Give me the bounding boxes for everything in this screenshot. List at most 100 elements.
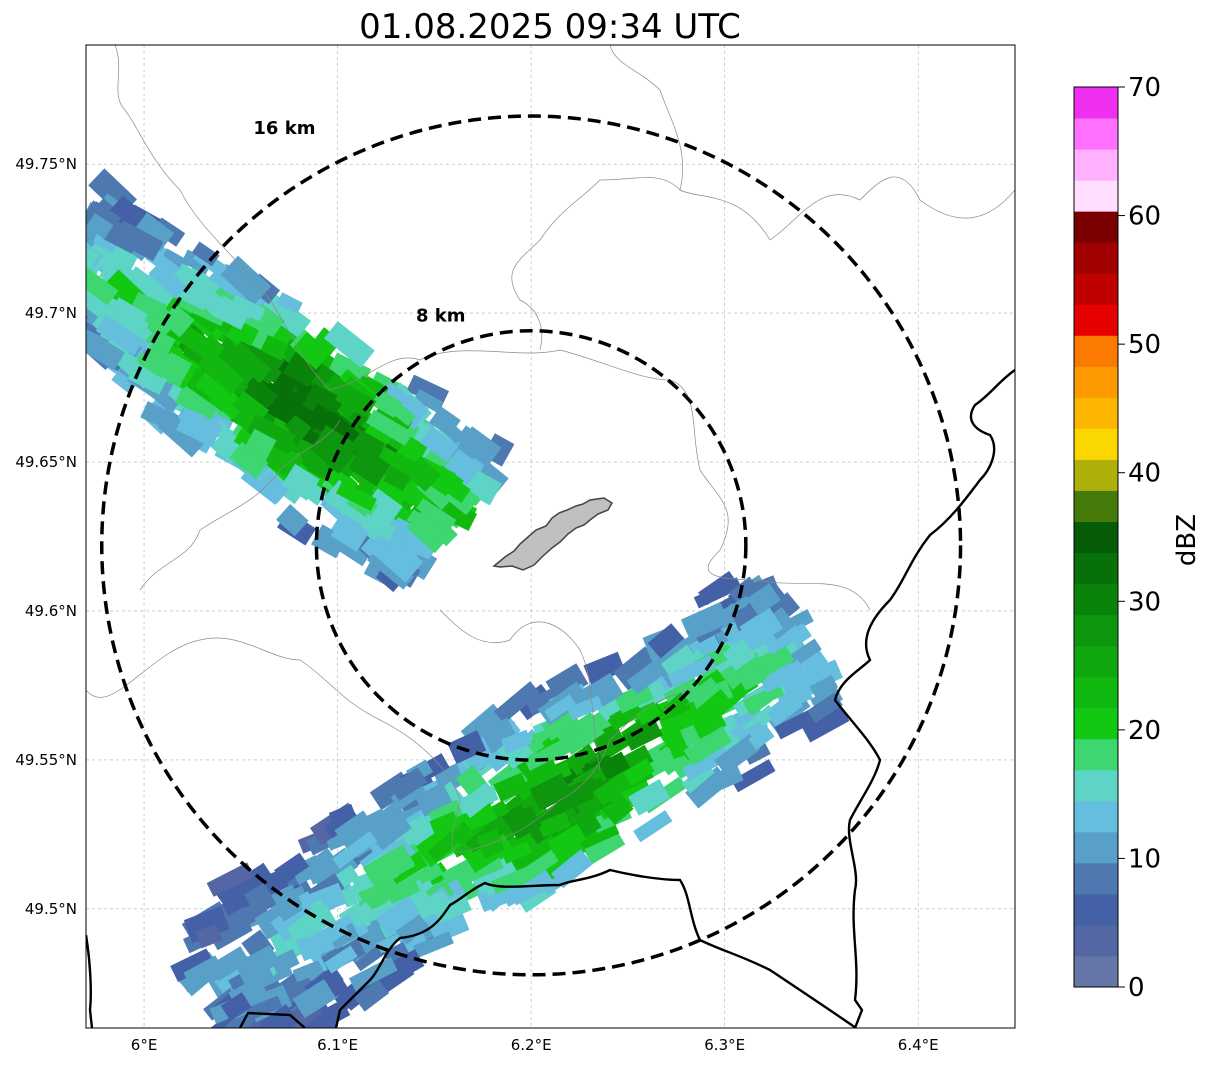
echo-cell <box>382 516 428 553</box>
colorbar-label: dBZ <box>1172 514 1202 566</box>
colorbar-segment <box>1074 707 1118 740</box>
echo-cell <box>480 717 519 754</box>
echo-cell <box>101 251 135 284</box>
echo-cell <box>194 923 223 949</box>
echo-cell <box>281 463 320 501</box>
echo-cell <box>797 646 829 677</box>
echo-cell <box>131 292 168 321</box>
echo-cell <box>414 782 453 817</box>
echo-cell <box>766 694 803 725</box>
echo-cell <box>52 239 83 266</box>
echo-cell <box>292 331 331 370</box>
echo-cell <box>283 351 322 388</box>
echo-cell <box>647 623 685 659</box>
echo-cell <box>362 844 416 889</box>
echo-cell <box>748 725 775 751</box>
echo-cell <box>220 992 252 1022</box>
echo-cell <box>259 1004 299 1028</box>
echo-cell <box>447 730 487 764</box>
echo-cell <box>729 576 763 609</box>
echo-cell <box>501 841 533 864</box>
colorbar-tick-label: 30 <box>1128 587 1161 617</box>
lon-tick-label: 6°E <box>131 1036 158 1054</box>
colorbar-segment <box>1074 552 1118 585</box>
echo-cell <box>314 425 358 464</box>
echo-cell <box>764 622 803 655</box>
echo-cell <box>427 908 470 944</box>
echo-cell <box>353 978 390 1012</box>
colorbar-segment <box>1074 118 1118 150</box>
echo-cell <box>714 734 761 776</box>
echo-cell <box>220 255 272 306</box>
echo-cell <box>544 694 577 722</box>
lon-tick-label: 6.3°E <box>704 1036 745 1054</box>
echo-cell <box>311 524 348 559</box>
echo-cell <box>722 638 756 671</box>
echo-cell <box>412 931 454 958</box>
echo-cell <box>581 827 626 865</box>
lat-tick-label: 49.55°N <box>15 751 77 769</box>
range-ring-label: 8 km <box>416 306 466 327</box>
echo-cell <box>330 513 371 553</box>
map-axes: 6°E 6.1°E 6.2°E 6.3°E 6.4°E 49.75°N 49.7°N 49.6… <box>15 155 938 1054</box>
echo-cell <box>406 374 450 408</box>
echo-cell <box>406 509 441 539</box>
echo-cell <box>731 759 776 793</box>
echo-cell <box>693 577 742 609</box>
national-border <box>86 934 94 1028</box>
echo-cell <box>265 884 303 918</box>
echo-cell <box>324 945 358 974</box>
colorbar-segment <box>1074 955 1118 988</box>
colorbar-segment <box>1074 397 1118 429</box>
colorbar[interactable]: 0 10 20 30 40 50 60 70 <box>1073 73 1161 1003</box>
echo-cell <box>229 441 269 479</box>
echo-cell <box>373 532 419 563</box>
echo-cell <box>455 425 485 454</box>
echo-cell <box>614 682 654 714</box>
echo-cell <box>191 241 220 267</box>
municipal-boundary <box>511 177 681 351</box>
echo-cell <box>667 654 716 688</box>
echo-cell <box>458 781 498 819</box>
airport-footprint[interactable] <box>492 497 614 571</box>
echo-cell <box>381 395 416 427</box>
echo-cell <box>38 249 79 285</box>
echo-cell <box>427 821 472 862</box>
echo-cell <box>269 383 313 419</box>
echo-cell <box>178 385 219 421</box>
map-title: 01.08.2025 09:34 UTC <box>359 7 741 47</box>
colorbar-segment <box>1074 800 1118 833</box>
echo-cell <box>246 1027 292 1028</box>
map-area[interactable]: 8 km 16 km <box>12 45 1015 1064</box>
national-border <box>833 369 1015 1028</box>
echo-cell <box>628 779 671 816</box>
lat-tick-label: 49.7°N <box>25 304 77 322</box>
echo-cell <box>680 602 730 641</box>
echo-cell <box>507 835 554 873</box>
echo-cell <box>148 261 187 299</box>
echo-cell <box>583 651 626 685</box>
echo-cell <box>246 414 297 454</box>
echo-cell <box>95 315 145 356</box>
echo-cell <box>108 297 149 333</box>
echo-cell <box>725 703 768 742</box>
colorbar-tick-label: 60 <box>1128 202 1161 232</box>
echo-cell <box>86 319 110 359</box>
colorbar-segment <box>1074 87 1118 119</box>
colorbar-segment <box>1074 273 1118 305</box>
echo-cell <box>505 805 542 840</box>
echo-cell <box>348 446 391 487</box>
colorbar-segment <box>1074 583 1118 616</box>
range-rings: 8 km 16 km <box>99 114 963 977</box>
echo-cell <box>170 948 215 983</box>
map-frame <box>85 44 1016 1029</box>
echo-cell <box>601 792 634 825</box>
echo-cell <box>375 895 421 937</box>
colorbar-segment <box>1074 366 1118 398</box>
echo-cell <box>42 340 78 376</box>
echo-cell <box>405 456 441 492</box>
lat-tick-label: 49.75°N <box>15 155 77 173</box>
colorbar-tick-label: 50 <box>1128 330 1161 360</box>
lat-tick-label: 49.65°N <box>15 453 77 471</box>
lon-tick-label: 6.1°E <box>317 1036 358 1054</box>
